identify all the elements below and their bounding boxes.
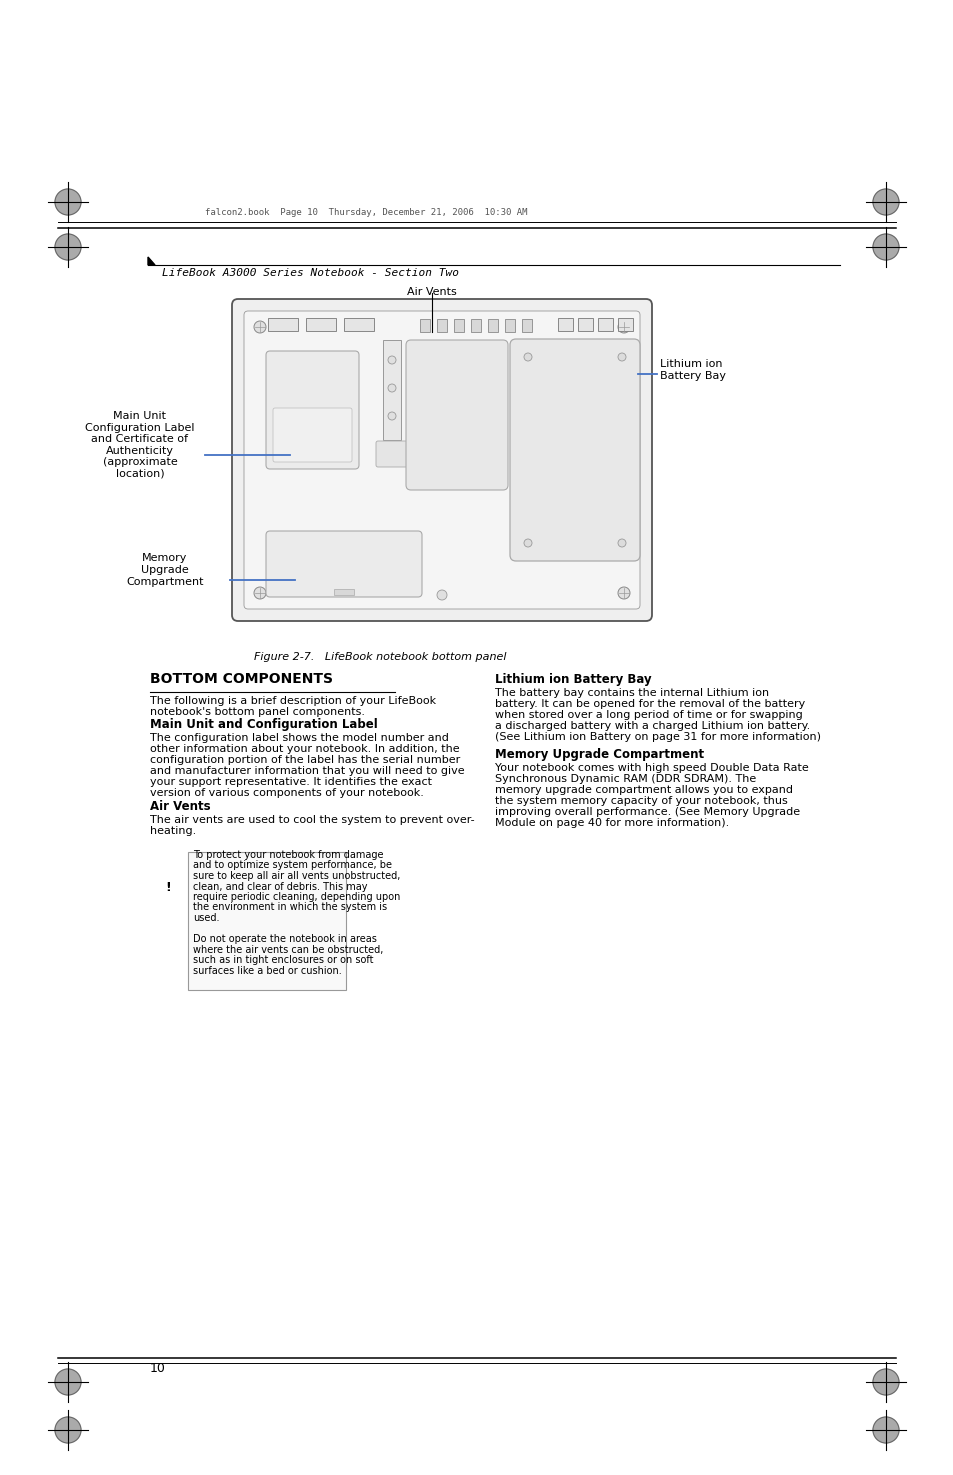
Text: battery. It can be opened for the removal of the battery: battery. It can be opened for the remova… [495, 699, 804, 709]
Circle shape [872, 235, 898, 260]
Text: clean, and clear of debris. This may: clean, and clear of debris. This may [193, 882, 367, 891]
Text: notebook's bottom panel components.: notebook's bottom panel components. [150, 707, 365, 717]
Polygon shape [148, 257, 154, 266]
Text: and to optimize system performance, be: and to optimize system performance, be [193, 860, 392, 870]
Text: To protect your notebook from damage: To protect your notebook from damage [193, 850, 383, 860]
Text: 10: 10 [150, 1361, 166, 1375]
Text: Lithium ion
Battery Bay: Lithium ion Battery Bay [659, 360, 725, 381]
Text: require periodic cleaning, depending upon: require periodic cleaning, depending upo… [193, 892, 400, 903]
Text: BOTTOM COMPONENTS: BOTTOM COMPONENTS [150, 673, 333, 686]
Bar [306, 319, 335, 330]
Bar [558, 319, 573, 330]
Text: when stored over a long period of time or for swapping: when stored over a long period of time o… [495, 709, 801, 720]
Circle shape [253, 587, 266, 599]
Text: improving overall performance. (See Memory Upgrade: improving overall performance. (See Memo… [495, 807, 800, 817]
Circle shape [618, 353, 625, 361]
Circle shape [872, 189, 898, 215]
Bar [188, 853, 346, 990]
Text: Memory Upgrade Compartment: Memory Upgrade Compartment [495, 748, 703, 761]
Bar [334, 589, 354, 594]
Bar [454, 319, 463, 332]
Text: Memory
Upgrade
Compartment: Memory Upgrade Compartment [126, 553, 204, 587]
Circle shape [293, 353, 303, 361]
Text: !: ! [165, 881, 171, 894]
Bar [436, 319, 447, 332]
Bar [504, 319, 515, 332]
Circle shape [872, 1369, 898, 1395]
Text: heating.: heating. [150, 826, 196, 836]
Circle shape [618, 322, 629, 333]
Bar [488, 319, 497, 332]
Text: the environment in which the system is: the environment in which the system is [193, 903, 387, 913]
Text: your support representative. It identifies the exact: your support representative. It identifi… [150, 777, 432, 788]
Text: Main Unit
Configuration Label
and Certificate of
Authenticity
(approximate
locat: Main Unit Configuration Label and Certif… [85, 412, 194, 479]
Text: Synchronous Dynamic RAM (DDR SDRAM). The: Synchronous Dynamic RAM (DDR SDRAM). The [495, 774, 756, 785]
Text: The configuration label shows the model number and: The configuration label shows the model … [150, 733, 449, 743]
Text: used.: used. [193, 913, 219, 923]
FancyBboxPatch shape [375, 441, 408, 468]
Bar [618, 319, 633, 330]
Text: The battery bay contains the internal Lithium ion: The battery bay contains the internal Li… [495, 687, 768, 698]
FancyBboxPatch shape [244, 311, 639, 609]
Circle shape [253, 322, 266, 333]
Text: sure to keep all air all vents unobstructed,: sure to keep all air all vents unobstruc… [193, 872, 400, 881]
Circle shape [436, 590, 447, 600]
Text: surfaces like a bed or cushion.: surfaces like a bed or cushion. [193, 966, 341, 975]
FancyBboxPatch shape [273, 409, 352, 462]
FancyBboxPatch shape [406, 341, 507, 490]
Bar [578, 319, 593, 330]
Text: Module on page 40 for more information).: Module on page 40 for more information). [495, 819, 728, 827]
Text: The following is a brief description of your LifeBook: The following is a brief description of … [150, 696, 436, 707]
Text: and manufacturer information that you will need to give: and manufacturer information that you wi… [150, 766, 464, 776]
Circle shape [523, 538, 532, 547]
Text: the system memory capacity of your notebook, thus: the system memory capacity of your noteb… [495, 796, 787, 805]
Circle shape [523, 353, 532, 361]
Circle shape [55, 1417, 81, 1443]
Text: LifeBook A3000 Series Notebook - Section Two: LifeBook A3000 Series Notebook - Section… [162, 268, 458, 277]
Circle shape [388, 384, 395, 392]
Text: Lithium ion Battery Bay: Lithium ion Battery Bay [495, 673, 651, 686]
FancyBboxPatch shape [510, 339, 639, 560]
Text: Do not operate the notebook in areas: Do not operate the notebook in areas [193, 934, 376, 944]
Text: such as in tight enclosures or on soft: such as in tight enclosures or on soft [193, 954, 374, 965]
Circle shape [55, 235, 81, 260]
Circle shape [618, 538, 625, 547]
Bar [521, 319, 532, 332]
Bar [419, 319, 430, 332]
Text: Air Vents: Air Vents [150, 799, 211, 813]
Text: other information about your notebook. In addition, the: other information about your notebook. I… [150, 743, 459, 754]
Text: falcon2.book  Page 10  Thursday, December 21, 2006  10:30 AM: falcon2.book Page 10 Thursday, December … [205, 208, 527, 217]
Text: a discharged battery with a charged Lithium ion battery.: a discharged battery with a charged Lith… [495, 721, 809, 732]
Bar [598, 319, 613, 330]
Circle shape [872, 1417, 898, 1443]
Circle shape [388, 412, 395, 420]
FancyBboxPatch shape [266, 351, 358, 469]
Polygon shape [156, 875, 180, 901]
Bar [268, 319, 297, 330]
Text: where the air vents can be obstructed,: where the air vents can be obstructed, [193, 944, 383, 954]
FancyBboxPatch shape [266, 531, 421, 597]
Circle shape [618, 587, 629, 599]
Text: configuration portion of the label has the serial number: configuration portion of the label has t… [150, 755, 459, 766]
Text: (See Lithium ion Battery on page 31 for more information): (See Lithium ion Battery on page 31 for … [495, 732, 821, 742]
Bar [471, 319, 480, 332]
Text: Figure 2-7.   LifeBook notebook bottom panel: Figure 2-7. LifeBook notebook bottom pan… [253, 652, 506, 662]
Circle shape [388, 355, 395, 364]
Text: Main Unit and Configuration Label: Main Unit and Configuration Label [150, 718, 377, 732]
FancyBboxPatch shape [232, 299, 651, 621]
Circle shape [55, 189, 81, 215]
Text: The air vents are used to cool the system to prevent over-: The air vents are used to cool the syste… [150, 816, 475, 825]
Text: Your notebook comes with high speed Double Data Rate: Your notebook comes with high speed Doub… [495, 763, 808, 773]
Bar [344, 319, 374, 330]
Text: version of various components of your notebook.: version of various components of your no… [150, 788, 423, 798]
Bar [382, 341, 400, 440]
Text: Air Vents: Air Vents [407, 288, 456, 296]
Text: memory upgrade compartment allows you to expand: memory upgrade compartment allows you to… [495, 785, 792, 795]
Circle shape [55, 1369, 81, 1395]
